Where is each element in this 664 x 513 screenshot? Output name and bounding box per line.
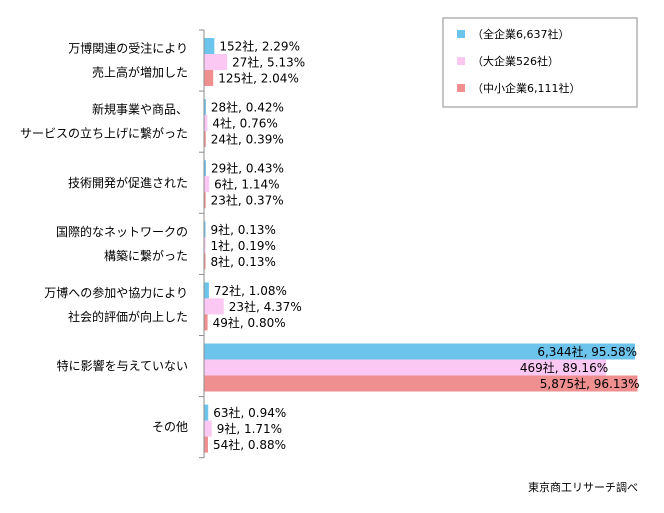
bar [204,404,209,421]
category-label-line: 社会的評価が向上した [68,309,188,324]
bar [204,176,210,193]
legend-frame [442,17,638,108]
legend-label: （大企業526社） [472,54,559,68]
data-label: 63社, 0.94% [213,405,286,420]
category-label-line: 売上高が増加した [92,65,188,80]
bar [204,237,206,254]
legend-label: （全企業6,637社） [472,27,570,41]
category-label-line: その他 [152,420,188,434]
data-label: 8社, 0.13% [211,254,276,269]
data-label: 6,344社, 95.58% [537,344,637,359]
data-label: 9社, 1.71% [217,421,282,436]
bar [204,38,215,54]
data-label: 4社, 0.76% [212,116,277,131]
legend-swatch [457,84,465,92]
category-label: その他 [152,420,188,434]
data-label: 27社, 5.13% [232,55,305,70]
bar [204,54,228,70]
bar [204,253,206,270]
data-label: 72社, 1.08% [214,283,287,298]
source-note: 東京商工リサーチ調べ [528,481,638,494]
category-label: 国際的なネットワークの構築に繋がった [56,224,188,263]
category-label-line: 新規事業や商品、 [92,102,188,117]
legend-items: （全企業6,637社） （大企業526社） （中小企業6,111社） [457,27,581,95]
bar [204,70,214,86]
data-label: 29社, 0.43% [211,161,284,176]
bar [204,192,206,209]
bar [204,420,212,437]
category-label: 万博関連の受注により売上高が増加した [68,41,188,80]
data-label: 49社, 0.80% [213,315,286,330]
category-label-line: 特に影響を与えていない [57,358,188,373]
legend-swatch [457,30,465,38]
data-label: 125社, 2.04% [218,71,299,86]
category-label: 新規事業や商品、サービスの立ち上げに繋がった [20,102,188,141]
bar [204,115,208,132]
bar [204,436,208,453]
data-label: 9社, 0.13% [211,222,276,237]
bar [204,131,206,148]
bar [204,282,209,299]
legend: （全企業6,637社） （大企業526社） （中小企業6,111社） [442,17,638,108]
axis-ticks [199,29,204,459]
bar [204,298,224,315]
category-label-line: サービスの立ち上げに繋がった [20,126,188,141]
bars-layer [204,38,638,453]
data-label: 54社, 0.88% [213,437,286,452]
category-label-line: 国際的なネットワークの [56,224,188,239]
legend-label: （中小企業6,111社） [472,81,581,95]
category-label: 特に影響を与えていない [57,358,188,373]
data-label: 152社, 2.29% [219,39,300,54]
data-label: 23社, 4.37% [229,299,302,314]
bar [204,221,206,238]
data-label: 28社, 0.42% [211,100,284,115]
legend-swatch [457,57,465,65]
data-label: 24社, 0.39% [211,132,284,147]
data-label: 6社, 1.14% [214,177,279,192]
value-labels: 152社, 2.29%27社, 5.13%125社, 2.04% 28社, 0.4… [211,39,640,453]
data-label: 1社, 0.19% [211,238,276,253]
bar [204,359,607,376]
category-label-line: 構築に繋がった [104,248,188,263]
category-label-line: 万博関連の受注により [68,41,188,56]
bar [204,343,636,360]
bar [204,160,206,177]
data-label: 23社, 0.37% [211,193,284,208]
bar [204,99,206,116]
bar [204,314,208,331]
category-labels: 万博関連の受注により売上高が増加した新規事業や商品、サービスの立ち上げに繋がった… [20,41,188,435]
category-label: 技術開発が促進された [68,175,188,190]
data-label: 5,875社, 96.13% [540,376,640,391]
category-label-line: 万博への参加や協力により [44,285,188,300]
category-label-line: 技術開発が促進された [68,175,188,190]
category-label: 万博への参加や協力により社会的評価が向上した [44,285,188,324]
data-label: 469社, 89.16% [520,360,608,375]
bar [204,375,638,392]
